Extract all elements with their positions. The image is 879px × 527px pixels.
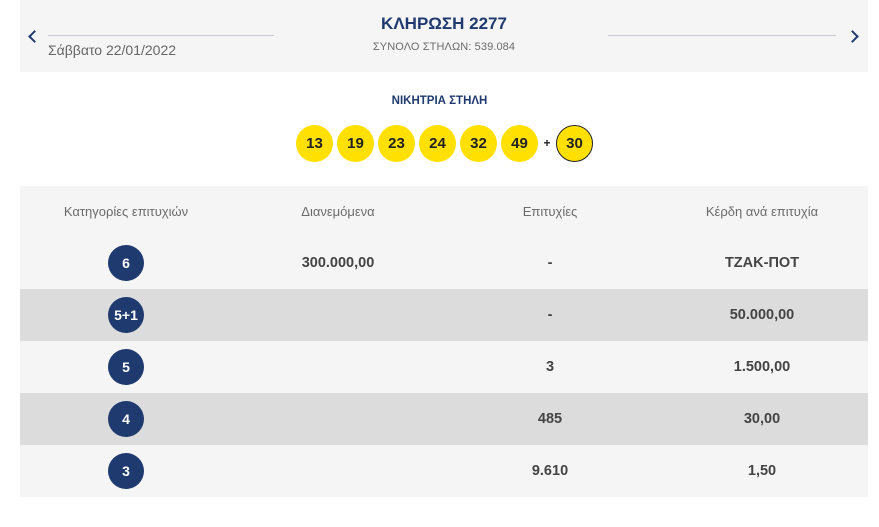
number-ball: 24 — [419, 124, 456, 162]
category-badge: 5+1 — [108, 297, 144, 333]
prize-value: ΤΖΑΚ-ΠΟΤ — [724, 255, 800, 271]
draw-date: Σάββατο 22/01/2022 — [48, 42, 177, 58]
table-row: 3 9.610 1,50 — [20, 445, 868, 497]
header-distributed: Διανεμόμενα — [301, 204, 375, 219]
draw-header: Σάββατο 22/01/2022 ΚΛΗΡΩΣΗ 2277 ΣΥΝΟΛΟ Σ… — [20, 0, 868, 72]
table-row: 4 485 30,00 — [20, 393, 868, 445]
winners-value: - — [547, 307, 553, 323]
plus-sign: + — [543, 136, 551, 150]
prize-value: 30,00 — [743, 411, 781, 427]
category-badge: 4 — [108, 401, 144, 437]
winning-numbers: 13 19 23 24 32 49 + 30 — [296, 124, 597, 162]
number-ball: 19 — [337, 124, 374, 162]
chevron-right-icon — [845, 29, 859, 43]
prize-value: 1.500,00 — [733, 359, 791, 375]
number-ball: 13 — [296, 124, 333, 162]
header-categories: Κατηγορίες επιτυχιών — [63, 204, 189, 219]
table-header: Κατηγορίες επιτυχιών Διανεμόμενα Επιτυχί… — [20, 186, 868, 237]
category-badge: 6 — [108, 245, 144, 281]
draw-title: ΚΛΗΡΩΣΗ 2277 — [381, 14, 507, 33]
bonus-ball: 30 — [556, 124, 593, 162]
next-draw-button[interactable] — [842, 22, 866, 50]
table-row: 6 300.000,00 - ΤΖΑΚ-ΠΟΤ — [20, 237, 868, 289]
header-winners: Επιτυχίες — [522, 204, 578, 219]
category-badge: 3 — [108, 453, 144, 489]
header-prize: Κέρδη ανά επιτυχία — [705, 204, 819, 219]
table-row: 5 3 1.500,00 — [20, 341, 868, 393]
number-ball: 32 — [460, 124, 497, 162]
total-columns: ΣΥΝΟΛΟ ΣΤΗΛΩΝ: 539.084 — [372, 41, 516, 53]
number-ball: 23 — [378, 124, 415, 162]
winners-value: 3 — [545, 359, 555, 375]
prize-table: Κατηγορίες επιτυχιών Διανεμόμενα Επιτυχί… — [20, 186, 868, 497]
number-ball: 49 — [501, 124, 538, 162]
category-badge: 5 — [108, 349, 144, 385]
winners-value: 485 — [537, 411, 563, 427]
winners-value: - — [547, 255, 553, 271]
divider-right — [608, 35, 836, 36]
table-row: 5+1 - 50.000,00 — [20, 289, 868, 341]
divider-left — [48, 35, 274, 36]
distributed-value: 300.000,00 — [301, 255, 375, 271]
prize-value: 1,50 — [747, 463, 777, 479]
winning-column-label: ΝΙΚΗΤΡΙΑ ΣΤΗΛΗ — [391, 95, 488, 107]
prize-value: 50.000,00 — [729, 307, 795, 323]
winners-value: 9.610 — [531, 463, 569, 479]
